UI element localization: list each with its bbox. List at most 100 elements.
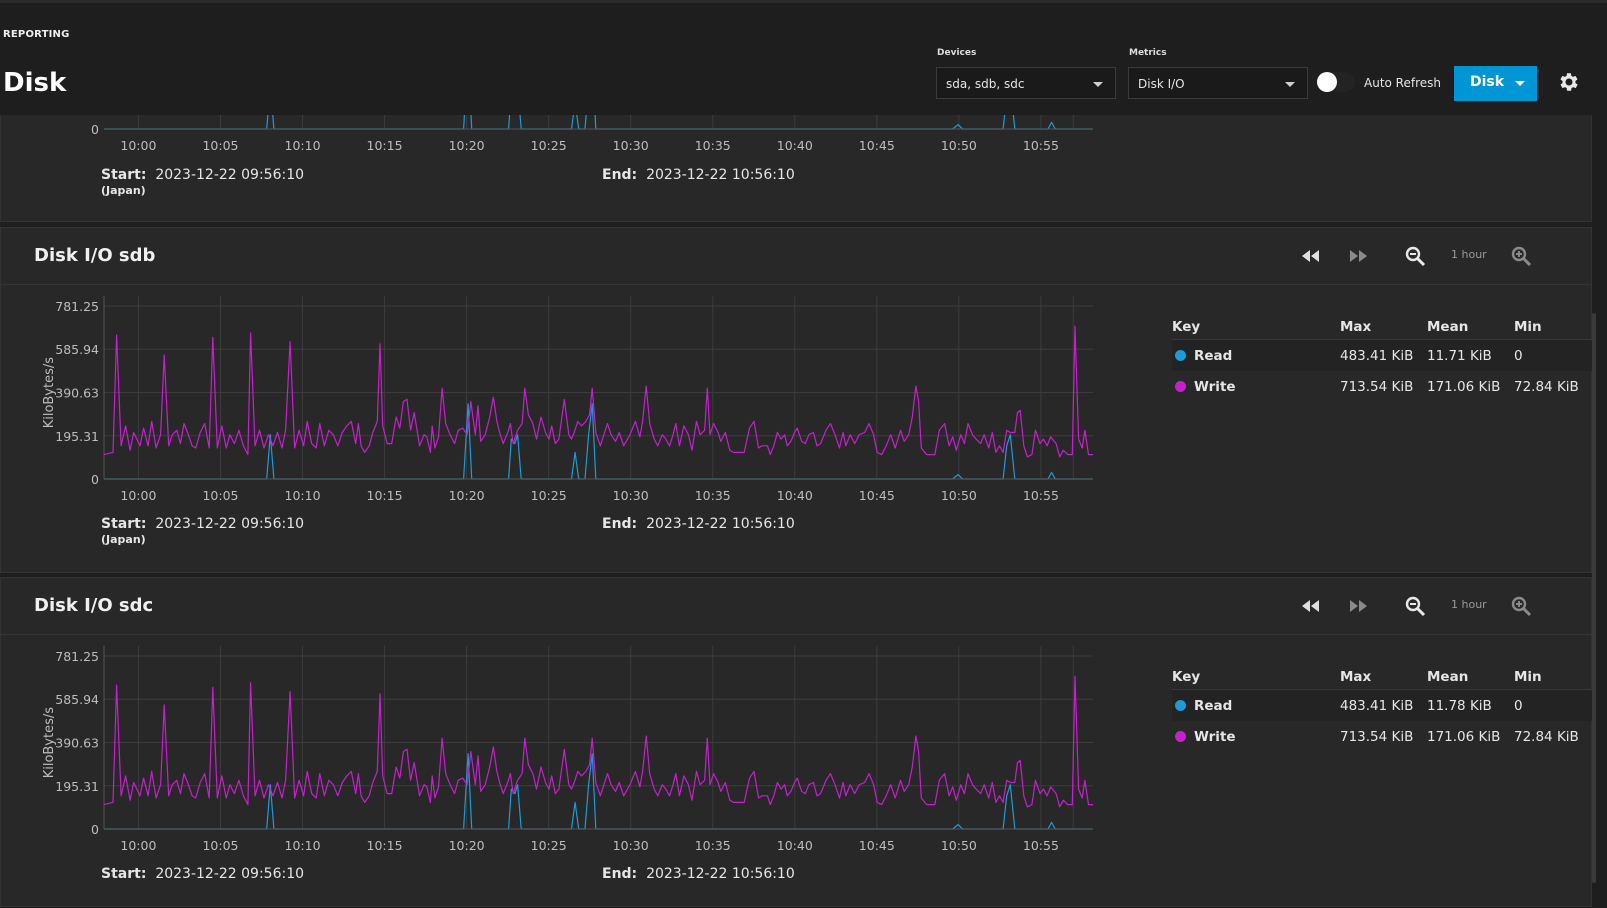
x-tick-label: 10:25 [531,138,567,153]
legend-min: 0 [1514,339,1592,371]
x-tick-label: 10:55 [1023,138,1059,153]
legend-min: 0 [1514,689,1592,721]
legend-key: Read [1194,347,1233,364]
gear-icon[interactable] [1557,70,1581,94]
y-tick-label: 781.25 [55,649,99,664]
x-tick-label: 10:40 [777,488,813,503]
toggle-knob [1317,72,1337,92]
start-date: Start: 2023-12-22 09:56:10 [101,866,305,882]
vertical-scrollbar[interactable] [1592,313,1596,883]
card-title: Disk I/O sdc [34,595,154,616]
card-header: Disk I/O sdb 1 hour [1,228,1591,285]
x-tick-label: 10:50 [941,138,977,153]
x-tick-label: 10:15 [367,138,403,153]
x-tick-label: 10:45 [859,838,895,853]
legend-row-write: Write 713.54 KiB 171.06 KiB 72.84 KiB [1172,371,1592,402]
x-tick-label: 10:45 [859,138,895,153]
zoom-level-label: 1 hour [1451,598,1487,611]
x-tick-label: 10:00 [120,488,156,503]
timezone-label: (Japan) [101,533,146,546]
metrics-value: Disk I/O [1138,77,1185,91]
y-tick-label: 0 [91,122,99,137]
x-tick-label: 10:50 [941,838,977,853]
timezone-label: (Japan) [101,184,146,197]
disk-report-button[interactable]: Disk [1454,66,1537,101]
write-series-line [103,325,1093,458]
legend-header-mean: Mean [1427,315,1514,340]
legend-max: 713.54 KiB [1340,378,1414,395]
legend-mean: 11.78 KiB [1427,689,1514,721]
x-tick-label: 10:05 [202,138,238,153]
x-tick-label: 10:50 [941,488,977,503]
metrics-label: Metrics [1129,48,1167,58]
legend-header-key: Key [1172,315,1340,340]
zoom-in-icon[interactable] [1510,245,1532,267]
zoom-in-icon[interactable] [1510,595,1532,617]
legend-max: 713.54 KiB [1340,728,1414,745]
fast-forward-icon[interactable] [1348,245,1370,267]
legend-header-max: Max [1340,315,1427,340]
read-dot-icon [1175,699,1186,711]
read-dot-icon [1175,349,1186,361]
start-date: Start: 2023-12-22 09:56:10 [101,167,305,183]
x-tick-label: 10:35 [695,838,731,853]
page-header: REPORTING Disk Devices sda, sdb, sdc Met… [0,0,1607,115]
breadcrumb[interactable]: REPORTING [3,29,70,40]
x-tick-label: 10:30 [613,138,649,153]
y-tick-label: 781.25 [55,299,99,314]
legend-mean: 171.06 KiB [1427,728,1501,745]
x-tick-label: 10:10 [285,138,321,153]
x-tick-label: 10:10 [285,838,321,853]
chart-legend: Key Max Mean Min Read 483.41 KiB 11.71 K… [1172,315,1592,402]
end-date: End: 2023-12-22 10:56:10 [602,866,795,882]
legend-min: 72.84 KiB [1514,728,1579,745]
chevron-down-icon [1515,81,1525,86]
x-tick-label: 10:20 [449,838,485,853]
disk-io-sdc-chart: 10:00 10:05 10:10 10:15 10:20 10:25 10:30 10:35… [42,646,1093,853]
auto-refresh-toggle[interactable] [1317,72,1355,92]
read-series-line [104,403,1093,480]
start-date: Start: 2023-12-22 09:56:10 [101,516,305,532]
y-tick-label: 0 [91,822,99,837]
x-tick-label: 10:15 [367,838,403,853]
y-tick-label: 585.94 [55,342,99,357]
legend-header-min: Min [1514,665,1592,690]
legend-min: 72.84 KiB [1514,378,1579,395]
disk-io-sdb-chart: 10:00 10:05 10:10 10:15 10:20 10:25 10:30 10:35… [42,296,1093,503]
x-tick-label: 10:35 [695,138,731,153]
zoom-out-icon[interactable] [1404,245,1426,267]
write-series-line [103,675,1093,808]
y-tick-label: 0 [91,472,99,487]
chevron-down-icon [1285,82,1295,87]
end-date: End: 2023-12-22 10:56:10 [602,167,795,183]
disk-io-sdc-card: Disk I/O sdc 1 hour 10:00 10:05 10:10 10:15… [0,577,1592,907]
x-tick-label: 10:20 [449,138,485,153]
x-tick-label: 10:30 [613,488,649,503]
x-tick-label: 10:40 [777,138,813,153]
rewind-icon[interactable] [1299,245,1321,267]
chart-legend: Key Max Mean Min Read 483.41 KiB 11.78 K… [1172,665,1592,752]
devices-value: sda, sdb, sdc [946,77,1025,91]
legend-row-write: Write 713.54 KiB 171.06 KiB 72.84 KiB [1172,721,1592,752]
x-tick-label: 10:20 [449,488,485,503]
devices-label: Devices [937,48,977,58]
y-tick-label: 585.94 [55,692,99,707]
zoom-out-icon[interactable] [1404,595,1426,617]
devices-select[interactable]: sda, sdb, sdc [936,67,1116,99]
y-tick-label: 390.63 [55,385,99,400]
disk-io-sdb-card: Disk I/O sdb 1 hour 10:00 10:05 10:10 10:15… [0,227,1592,573]
x-tick-label: 10:00 [120,138,156,153]
x-tick-label: 10:25 [531,838,567,853]
x-tick-label: 10:35 [695,488,731,503]
chevron-down-icon [1093,82,1103,87]
metrics-select[interactable]: Disk I/O [1128,67,1308,99]
x-tick-label: 10:05 [202,838,238,853]
legend-key: Read [1194,697,1233,714]
legend-row-read: Read 483.41 KiB 11.71 KiB 0 [1172,339,1592,371]
legend-header-min: Min [1514,315,1592,340]
y-tick-label: 195.31 [55,779,99,794]
rewind-icon[interactable] [1299,595,1321,617]
fast-forward-icon[interactable] [1348,595,1370,617]
y-tick-label: 390.63 [55,735,99,750]
legend-header-max: Max [1340,665,1427,690]
